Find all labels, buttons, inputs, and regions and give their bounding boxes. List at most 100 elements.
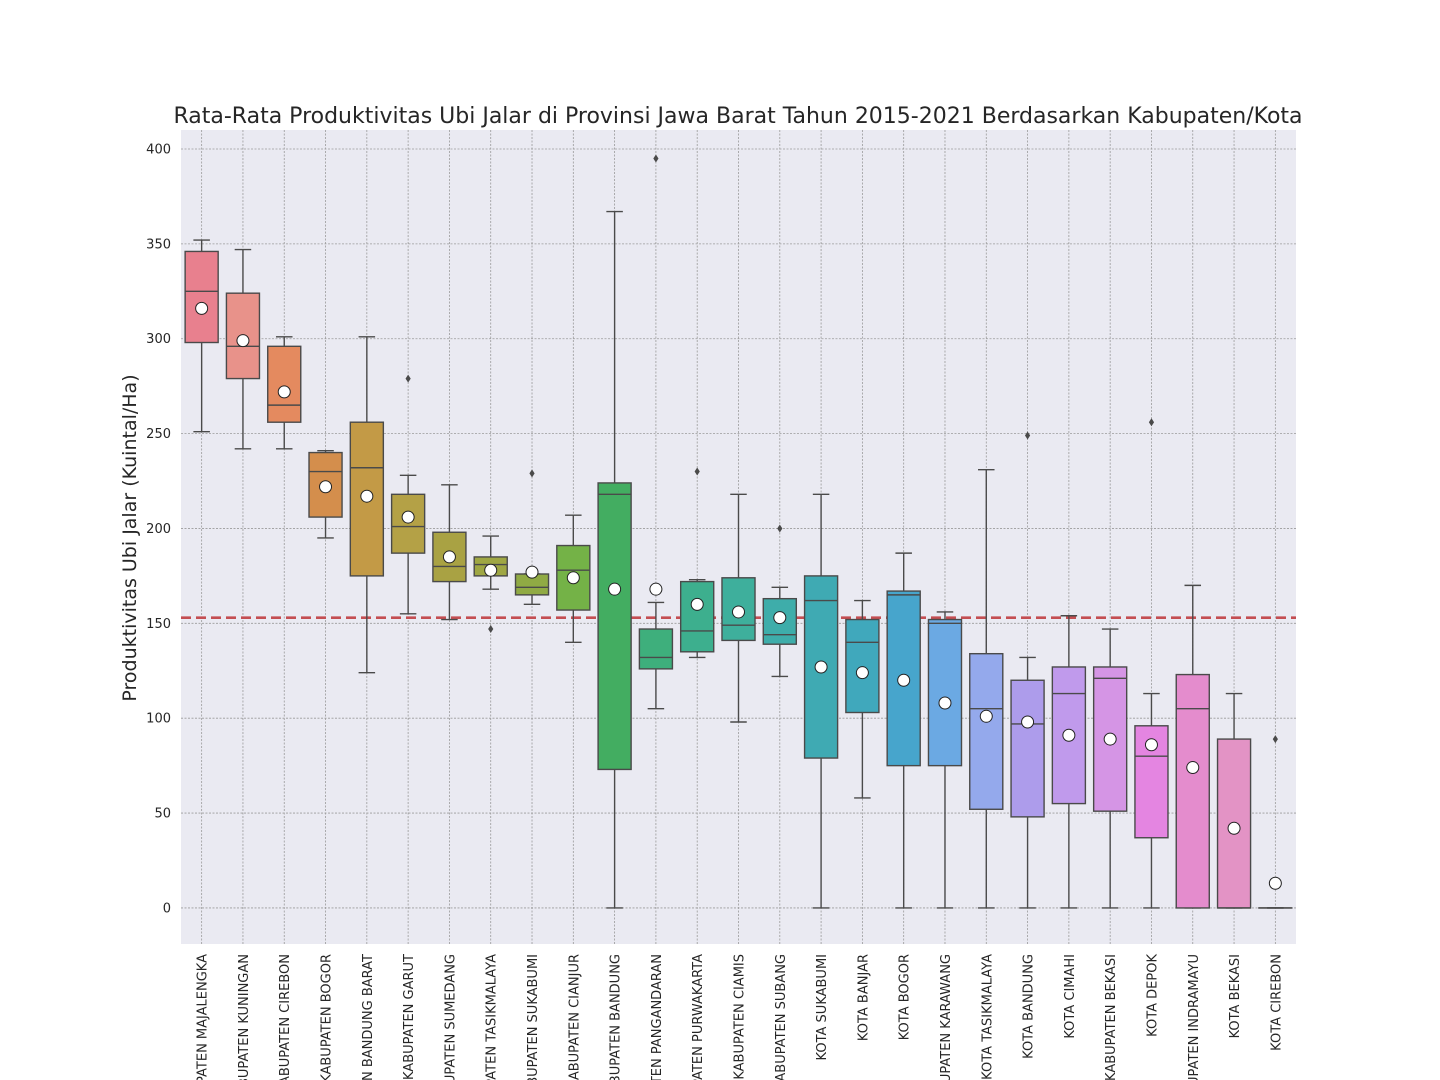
mean-marker [1103, 732, 1117, 746]
box-group [969, 468, 1004, 909]
mean-marker [732, 605, 745, 619]
box-group [886, 552, 921, 909]
x-tick-label: KOTA DEPOK [1145, 954, 1160, 1037]
y-tick-label: 250 [146, 427, 171, 442]
box-group [803, 493, 839, 909]
x-tick-label: KABUPATEN SUKABUMI [526, 954, 541, 1080]
box [1010, 679, 1045, 818]
mean-marker [773, 611, 787, 625]
box [1216, 738, 1252, 909]
mean-marker [195, 301, 209, 315]
x-tick-label: KABUPATEN KARAWANG [939, 954, 954, 1080]
box-group [308, 449, 343, 539]
box [597, 482, 632, 771]
outlier-point [694, 467, 700, 476]
mean-marker [1227, 821, 1241, 835]
x-tick-label: KABUPATEN INDRAMAYU [1187, 954, 1202, 1080]
x-tick-label: KABUPATEN CIANJUR [567, 954, 582, 1080]
box-group [845, 599, 880, 799]
y-tick-label: 150 [146, 617, 171, 632]
x-tick-label: KABUPATEN PURWAKARTA [691, 954, 706, 1080]
x-tick-label: KABUPATEN TASIKMALAYA [485, 954, 500, 1080]
mean-marker [401, 510, 415, 524]
y-axis-ticks: 0 50 100 150 200 250 300 350 400 [146, 142, 171, 916]
outlier-point [1272, 735, 1278, 744]
box-group [184, 239, 219, 433]
box [969, 652, 1004, 810]
box [556, 544, 591, 611]
x-tick-label: KABUPATEN CIREBON [278, 954, 293, 1080]
x-tick-label: KOTA SUKABUMI [815, 954, 830, 1060]
mean-marker [1268, 876, 1282, 890]
x-tick-label: KABUPATEN MAJALENGKA [196, 954, 211, 1080]
x-tick-label: KOTA BANDUNG [1022, 954, 1037, 1059]
outlier-point [1024, 431, 1031, 440]
box [1175, 673, 1210, 909]
mean-marker [277, 385, 291, 399]
box-group [432, 484, 467, 621]
box-group [349, 336, 385, 674]
box-group [1010, 431, 1045, 909]
box [267, 345, 302, 423]
box-group [927, 611, 963, 909]
mean-marker [1186, 761, 1200, 775]
x-tick-label: KOTA TASIKMALAYA [980, 954, 995, 1080]
mean-marker [484, 563, 498, 577]
x-tick-label: KOTA CIMAHI [1063, 954, 1078, 1039]
mean-marker [1062, 728, 1076, 742]
box [184, 250, 219, 344]
x-tick-label: KOTA CIREBON [1269, 954, 1284, 1051]
mean-marker [979, 709, 993, 723]
x-tick-label: KOTA BOGOR [898, 954, 913, 1040]
y-tick-label: 200 [146, 522, 171, 537]
box [845, 618, 880, 714]
y-axis-label: Produktivitas Ubi Jalar (Kuintal/Ha) [119, 374, 141, 701]
x-tick-label: KABUPATEN BANDUNG [609, 954, 624, 1080]
box-group [556, 514, 591, 644]
x-axis-ticks: KABUPATEN MAJALENGKA KABUPATEN KUNINGAN KA… [196, 954, 1285, 1080]
outlier-point [1148, 418, 1155, 427]
box-group [1258, 735, 1293, 909]
mean-marker [649, 582, 663, 596]
x-tick-label: KOTA BANJAR [856, 954, 871, 1041]
box-group [721, 493, 756, 723]
x-tick-label: KABUPATEN CIAMIS [733, 954, 748, 1080]
y-tick-label: 300 [146, 332, 171, 347]
box-group [225, 248, 261, 450]
x-tick-label: KOTA BEKASI [1228, 954, 1243, 1038]
x-tick-label: KABUPATEN GARUT [402, 954, 417, 1080]
x-tick-label: KABUPATEN PANGANDARAN [650, 954, 665, 1080]
mean-marker [360, 489, 374, 503]
box-group [762, 524, 798, 678]
mean-marker [1021, 715, 1035, 729]
box-group [638, 154, 674, 710]
y-tick-label: 350 [146, 237, 171, 252]
y-tick-label: 0 [163, 901, 171, 916]
box-group [1092, 628, 1128, 909]
x-tick-label: KABUPATEN KUNINGAN [237, 954, 252, 1080]
outlier-point [529, 469, 535, 478]
x-tick-label: KABUPATEN BANDUNG BARAT [361, 954, 376, 1080]
mean-marker [855, 666, 869, 680]
mean-marker [608, 582, 622, 596]
x-tick-label: KABUPATEN BEKASI [1104, 954, 1119, 1080]
box-group [473, 535, 508, 634]
box-group [514, 469, 550, 606]
box-group [1134, 418, 1169, 909]
mean-marker [442, 550, 456, 564]
x-tick-label: KABUPATEN SUMEDANG [443, 954, 458, 1080]
mean-marker [1144, 738, 1158, 752]
x-tick-label: KABUPATEN SUBANG [774, 954, 789, 1080]
mean-marker [814, 660, 828, 674]
mean-marker [525, 565, 539, 579]
mean-marker [897, 673, 911, 687]
box-group [390, 374, 426, 615]
box-group [1051, 615, 1087, 909]
outlier-point [653, 154, 659, 163]
box-group [1175, 584, 1210, 909]
box [679, 580, 715, 653]
boxes [184, 154, 1293, 909]
box [762, 597, 798, 645]
y-tick-label: 50 [154, 807, 171, 822]
